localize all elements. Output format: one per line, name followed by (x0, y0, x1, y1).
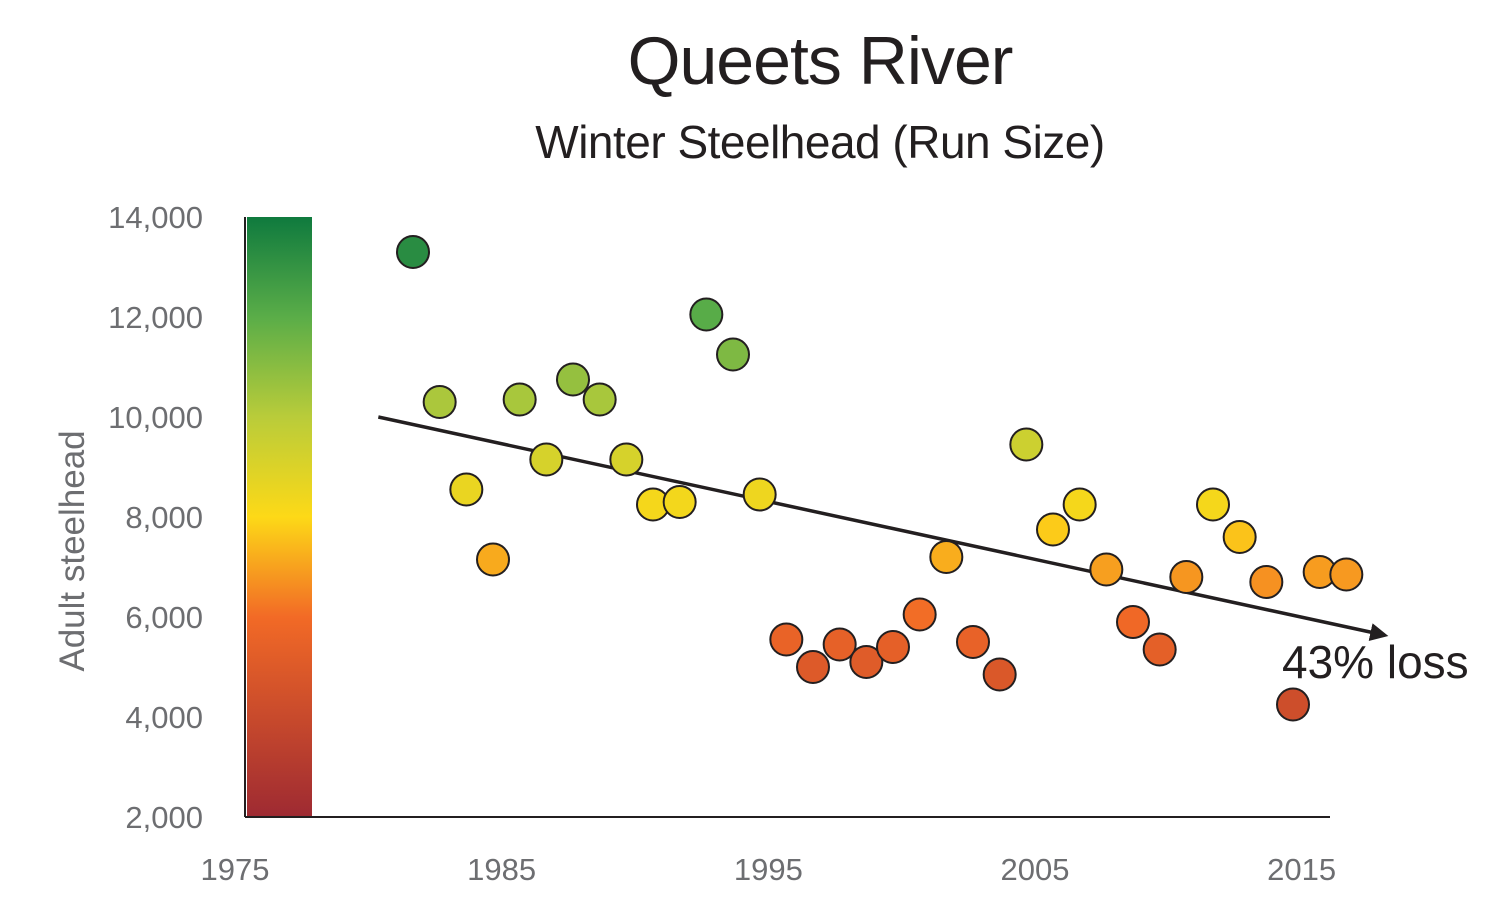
x-tick-labels: 1975 1985 1995 2005 2015 (201, 852, 1337, 887)
data-point (822, 627, 857, 662)
data-point (1169, 560, 1204, 594)
data-point (1009, 427, 1044, 462)
data-point (956, 625, 990, 659)
data-point (902, 597, 937, 632)
data-points (396, 235, 1364, 722)
y-tick-label: 12,000 (108, 300, 203, 335)
x-tick-label: 2015 (1267, 852, 1336, 887)
data-point (396, 235, 430, 269)
data-point (929, 540, 964, 574)
y-tick-label: 14,000 (108, 200, 203, 235)
data-point (502, 382, 537, 417)
x-tick-label: 1985 (467, 852, 536, 887)
data-point (1142, 632, 1177, 667)
x-tick-label: 1995 (734, 852, 803, 887)
y-tick-label: 2,000 (125, 800, 203, 835)
y-tick-label: 10,000 (108, 400, 203, 435)
data-point (716, 337, 750, 372)
data-point (689, 297, 724, 332)
data-point (876, 630, 910, 664)
data-point (556, 362, 590, 397)
data-point (796, 650, 830, 684)
data-point (742, 477, 777, 512)
data-point (1062, 487, 1097, 522)
data-point (1089, 552, 1124, 587)
trend-label: 43% loss (1282, 636, 1469, 688)
data-point (422, 385, 457, 419)
data-point (1116, 605, 1150, 639)
y-tick-label: 8,000 (125, 500, 203, 535)
y-tick-labels: 2,000 4,000 6,000 8,000 10,000 12,000 14,000 (108, 200, 203, 835)
data-point (1222, 520, 1257, 554)
x-tick-label: 2005 (1001, 852, 1070, 887)
data-point (582, 382, 617, 417)
data-point (1249, 565, 1284, 599)
data-point (769, 622, 804, 657)
x-tick-label: 1975 (201, 852, 270, 887)
color-scale-bar (247, 217, 312, 817)
data-point (849, 645, 884, 679)
y-axis-title: Adult steelhead (53, 430, 92, 671)
data-point (1276, 687, 1310, 722)
y-tick-label: 6,000 (125, 600, 203, 635)
y-tick-label: 4,000 (125, 700, 203, 735)
data-point (1329, 557, 1364, 592)
data-point (529, 442, 564, 477)
chart-title: Queets River (627, 23, 1014, 99)
data-point (662, 485, 697, 519)
data-point (1036, 512, 1070, 547)
chart-subtitle: Winter Steelhead (Run Size) (535, 116, 1105, 168)
data-point (1196, 487, 1230, 522)
data-point (449, 472, 484, 507)
trend-arrow (377, 415, 1389, 642)
data-point (476, 542, 510, 577)
data-point (982, 657, 1017, 692)
data-point (609, 442, 644, 477)
